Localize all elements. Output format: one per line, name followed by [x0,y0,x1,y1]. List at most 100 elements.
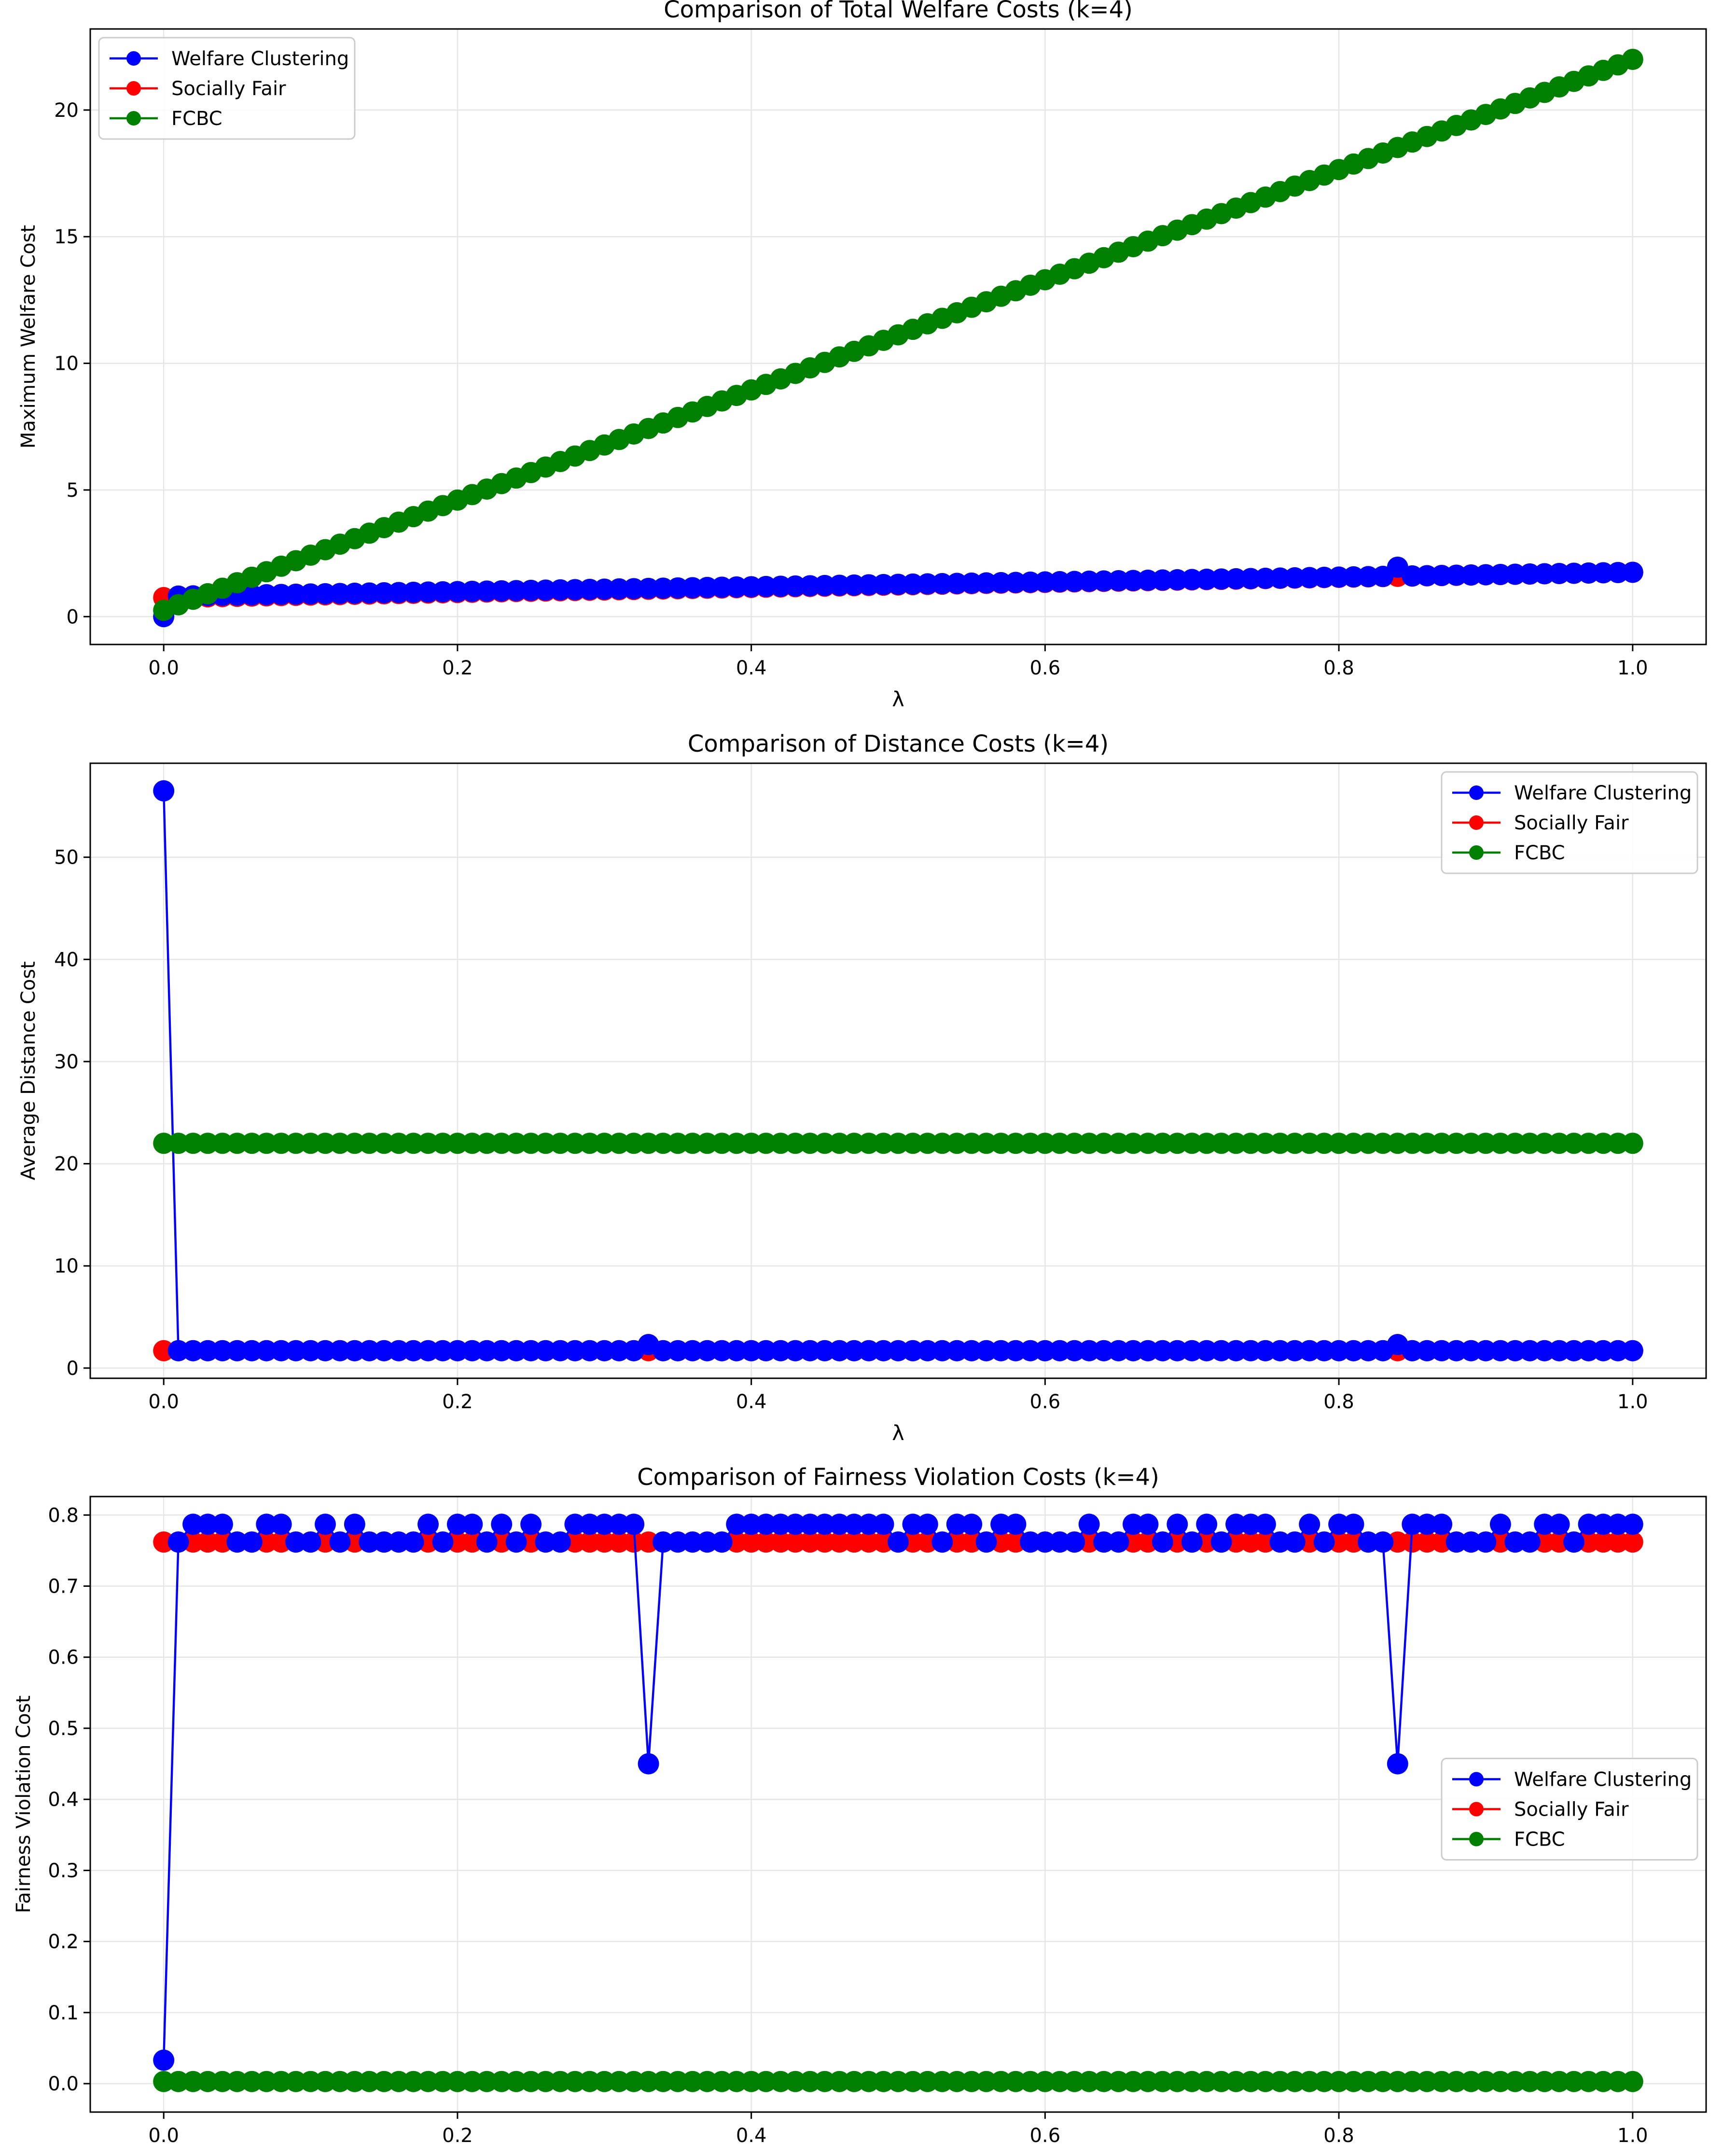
data-point [314,583,336,604]
data-point [1504,1133,1526,1154]
data-point [1328,1513,1350,1535]
data-point [784,1133,806,1154]
data-point [799,1340,821,1361]
data-point [1313,1133,1335,1154]
data-point [153,1340,175,1361]
data-point [1196,1531,1218,1553]
data-point [740,1340,762,1361]
data-point [1548,1133,1570,1154]
data-point [579,578,600,600]
data-point [990,1340,1012,1361]
data-point [946,1531,968,1553]
data-point [1254,1531,1276,1553]
data-point [1269,1133,1291,1154]
x-axis-label: λ [892,1421,904,1445]
data-point [990,1531,1012,1553]
data-point [579,1513,600,1535]
series-welfare-clustering [153,780,1643,1361]
data-point [1137,1133,1159,1154]
data-point [1372,1133,1394,1154]
data-point [1431,1513,1453,1535]
data-point [814,1133,835,1154]
data-point [1196,2071,1218,2092]
data-point [1357,1531,1379,1553]
chart-3: Comparison of Fairness Violation Costs (… [13,1464,1707,2156]
data-point [917,2071,938,2092]
data-point [446,581,468,602]
data-point [594,578,615,600]
data-point [241,584,263,606]
data-point [1343,2071,1364,2092]
y-axis: 0 10 20 30 40 50 Average Distance Cost [17,847,90,1380]
chart-title: Comparison of Fairness Violation Costs (… [637,1464,1159,1491]
data-point [1445,2071,1467,2092]
data-point [1152,1340,1173,1361]
data-point [1592,562,1614,584]
data-point [1240,568,1262,589]
data-point [461,580,483,602]
data-point [1578,2071,1599,2092]
data-point [1152,1531,1173,1553]
data-point [1504,1340,1526,1361]
data-point [1622,48,1643,70]
data-point [520,1531,542,1553]
series-fcbc [153,2071,1643,2092]
legend: Welfare Clustering Socially Fair FCBC [1441,771,1698,874]
data-point [1607,1340,1629,1361]
data-point [873,1513,894,1535]
data-point [359,2071,380,2092]
data-point [711,576,733,598]
legend-label: Socially Fair [1514,812,1629,834]
data-point [784,2071,806,2092]
data-point [1093,1133,1115,1154]
data-point [505,1340,527,1361]
data-point [403,1531,424,1553]
y-tick-label: 0 [67,606,79,628]
data-point [373,1531,395,1553]
data-point [1548,2071,1570,2092]
data-point [799,1531,821,1553]
data-point [1167,1513,1188,1535]
data-point [888,1340,909,1361]
data-point [946,1133,968,1154]
data-point [1122,570,1144,591]
data-point [1019,1340,1041,1361]
data-point [1181,1133,1203,1154]
data-point [1475,1133,1497,1154]
data-point [549,1133,571,1154]
data-point [755,1513,777,1535]
data-point [285,1340,307,1361]
y-tick-label: 50 [54,847,79,869]
data-point [1108,570,1129,591]
legend-label: FCBC [1514,842,1565,864]
data-point [638,1133,659,1154]
data-point [520,579,542,601]
data-point [814,1340,835,1361]
data-point [961,1531,983,1553]
data-point [1299,1340,1320,1361]
data-point [1563,562,1585,584]
data-point [843,1513,865,1535]
data-point [843,1133,865,1154]
data-point [1534,1531,1556,1553]
data-point [594,1531,615,1553]
y-tick-label: 0.0 [48,2073,79,2095]
data-point [1108,2071,1129,2092]
x-tick-label: 0.6 [1030,2125,1061,2147]
data-point [476,580,498,602]
data-point [388,1531,410,1553]
data-point [755,1531,777,1553]
data-point [270,1531,292,1553]
data-point [476,1531,498,1553]
data-point [1122,1133,1144,1154]
data-point [858,1340,880,1361]
data-point [770,1340,792,1361]
data-point [211,1513,233,1535]
data-point [681,1133,703,1154]
data-point [432,1340,454,1361]
data-point [1548,1340,1570,1361]
data-point [1387,1753,1408,1775]
legend-box [98,37,356,140]
data-point [314,1513,336,1535]
data-point [1225,1531,1247,1553]
